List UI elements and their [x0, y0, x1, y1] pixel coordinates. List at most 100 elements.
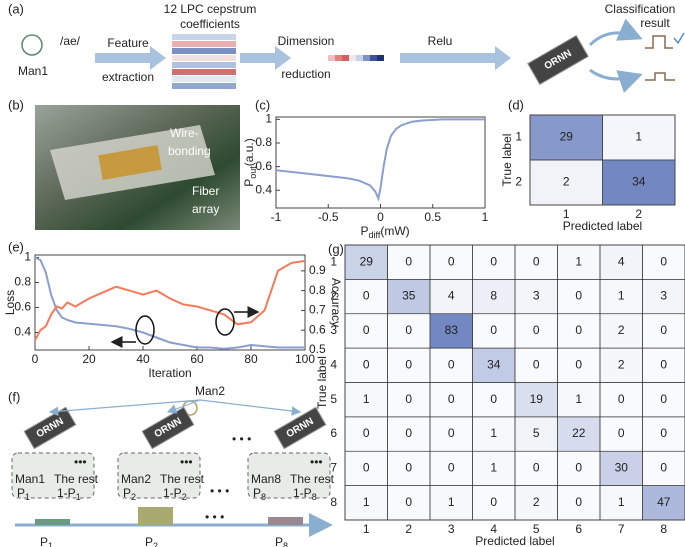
- prob-main: P: [253, 486, 261, 500]
- plot-frame: [275, 116, 486, 209]
- cell-label: 34: [632, 175, 646, 189]
- x-tick-label: 1: [363, 522, 370, 536]
- photo-label: bonding: [168, 144, 211, 158]
- photo-label: array: [192, 202, 219, 216]
- heat-cell: [429, 416, 473, 452]
- x-tick-label: 1: [482, 210, 489, 224]
- y2-tick-label: 0.7: [309, 303, 326, 317]
- y-tick-label: 0.4: [255, 182, 272, 196]
- series-line: [34, 256, 305, 350]
- arrow: [588, 18, 643, 47]
- heat-cell: [344, 416, 388, 452]
- cell-label: 0: [575, 495, 582, 509]
- cell-label: 2: [618, 323, 625, 337]
- group-dots: •••: [180, 455, 193, 469]
- cell-label: 0: [405, 495, 412, 509]
- panel-label: (a): [8, 1, 24, 16]
- prob-sub: 2: [131, 492, 136, 502]
- cell-label: 0: [533, 461, 540, 475]
- bar-label: P2: [145, 535, 158, 547]
- prob-main: P: [17, 486, 25, 500]
- vector-cell: [356, 55, 363, 61]
- cell-label: 5: [533, 426, 540, 440]
- prob-sub: 8: [261, 492, 266, 502]
- heat-cell: [557, 450, 601, 486]
- chip: ORNN: [141, 406, 195, 450]
- x-tick-label: 8: [660, 522, 667, 536]
- cell-label: 30: [615, 461, 629, 475]
- step: extraction: [102, 70, 154, 84]
- link: [166, 399, 201, 414]
- chip: ORNN: [23, 406, 77, 450]
- vector-cell: [328, 55, 335, 61]
- x-tick-label: 60: [190, 352, 204, 366]
- plot-frame: [34, 254, 306, 351]
- result: Classification: [605, 2, 676, 16]
- y-tick-label: 5: [330, 392, 337, 406]
- ellipsis: • • •: [210, 484, 229, 498]
- cell-label: 0: [660, 426, 667, 440]
- cell-label: 0: [405, 392, 412, 406]
- prob: 1-P8: [293, 486, 317, 502]
- chip-body: [23, 406, 77, 450]
- prob-sub: 8: [312, 492, 317, 502]
- bonding: [98, 144, 162, 181]
- heat-cell: [429, 382, 473, 418]
- y-tick-label: 0.6: [14, 300, 31, 314]
- x-tick-label: 0: [377, 210, 384, 224]
- y-tick-label: 0.4: [14, 325, 31, 339]
- cell-label: 0: [575, 323, 582, 337]
- cell-label: 0: [533, 323, 540, 337]
- cell-label: 0: [363, 323, 370, 337]
- heat-cell: [472, 279, 516, 315]
- heat-cell: [387, 279, 431, 315]
- heat-cell: [429, 450, 473, 486]
- panel-label: (c): [255, 97, 270, 112]
- cell-label: 0: [660, 357, 667, 371]
- heat-cell: [387, 450, 431, 486]
- cell-label: 1: [575, 392, 582, 406]
- network: Man2 • • • • • • • • • ORNN ORNN ORNN Man1 T…: [11, 384, 335, 537]
- heat-cell: [514, 485, 558, 521]
- speaker: Man2: [195, 384, 225, 398]
- heat-cell: [472, 313, 516, 349]
- group-rest: The rest: [54, 472, 99, 486]
- bar-label-sub: 8: [283, 541, 288, 547]
- heat-cell: [429, 313, 473, 349]
- x-tick-label: 1: [563, 207, 570, 221]
- vector-cell: [335, 55, 342, 61]
- heat-cell: [599, 279, 643, 315]
- speaker: Man1: [18, 64, 48, 78]
- panel-label: (d): [508, 97, 524, 112]
- y-tick-label: 0.8: [255, 135, 272, 149]
- heat-cell: [599, 313, 643, 349]
- prob: P2: [123, 486, 136, 502]
- heat-cell: [472, 450, 516, 486]
- step: reduction: [281, 67, 330, 81]
- feature-stripe: [172, 62, 236, 68]
- feature-stripe: [172, 76, 236, 82]
- y2-tick-label: 0.8: [309, 283, 326, 297]
- heat-cell: [557, 347, 601, 383]
- heat-cell: [387, 485, 431, 521]
- y-axis-label-sub: out: [248, 166, 258, 179]
- y2-axis-label: Accuracy: [329, 278, 343, 327]
- cell-label: 0: [363, 426, 370, 440]
- y2-tick-label: 0.6: [309, 322, 326, 336]
- y-tick-label: 1: [265, 112, 272, 126]
- cell-label: 34: [487, 357, 501, 371]
- link: [199, 399, 302, 416]
- cell-label: 0: [575, 289, 582, 303]
- plot-frame: [529, 114, 676, 206]
- pipeline: /ae/ Man1 Feature extraction 12 LPC ceps…: [18, 2, 685, 94]
- prob-sub: 1: [76, 492, 81, 502]
- cell-label: 0: [363, 461, 370, 475]
- panel-label: (b): [8, 97, 24, 112]
- y-axis-label: Pout(a.u.): [242, 138, 258, 187]
- prob: 1-P2: [163, 486, 187, 502]
- y-tick-label: 0.6: [255, 159, 272, 173]
- group-box: [247, 452, 331, 499]
- x-tick-label: 0: [32, 352, 39, 366]
- cell-label: 0: [448, 461, 455, 475]
- chip-body: [273, 406, 327, 450]
